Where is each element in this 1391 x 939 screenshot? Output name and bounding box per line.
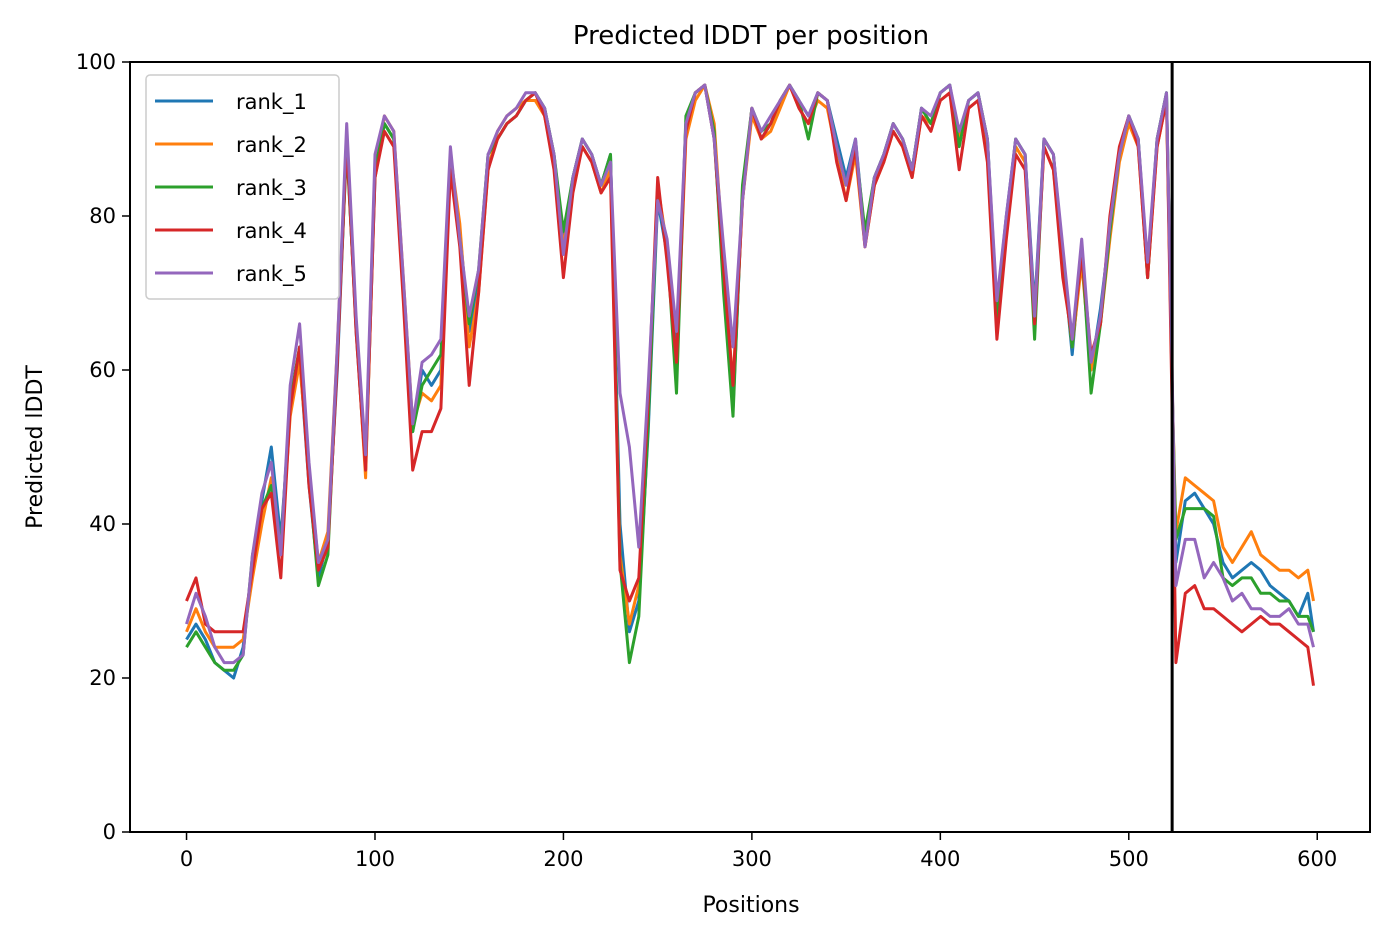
legend-box bbox=[145, 74, 340, 300]
legend-label-rank_1: rank_1 bbox=[236, 90, 307, 115]
y-axis-label: Predicted lDDT bbox=[23, 365, 48, 529]
axes-frame bbox=[129, 61, 1371, 833]
y-tick-label: 40 bbox=[89, 512, 116, 536]
x-axis: 0 100 200 300 400 500 600 bbox=[180, 832, 1337, 871]
y-tick-label: 0 bbox=[103, 820, 116, 844]
legend-label-rank_4: rank_4 bbox=[236, 219, 307, 244]
legend: rank_1 rank_2 rank_3 rank_4 rank_5 bbox=[145, 74, 340, 300]
y-axis: 0 20 40 60 80 100 bbox=[76, 50, 130, 844]
x-tick-label: 500 bbox=[1109, 847, 1149, 871]
series-line-rank_3 bbox=[185, 83, 1315, 672]
x-tick-label: 300 bbox=[732, 847, 772, 871]
plot-area bbox=[129, 61, 1371, 833]
y-tick-label: 100 bbox=[76, 50, 116, 74]
legend-items: rank_1 rank_2 rank_3 rank_4 rank_5 bbox=[155, 90, 307, 287]
x-tick-label: 100 bbox=[355, 847, 395, 871]
series-lines bbox=[185, 83, 1315, 686]
legend-label-rank_3: rank_3 bbox=[236, 176, 307, 201]
y-tick-label: 60 bbox=[89, 358, 116, 382]
series-line-rank_1 bbox=[185, 83, 1315, 680]
series-line-rank_4 bbox=[185, 83, 1315, 686]
chart-title: Predicted lDDT per position bbox=[573, 21, 929, 51]
y-tick-label: 20 bbox=[89, 666, 116, 690]
series-line-rank_2 bbox=[185, 83, 1315, 649]
legend-label-rank_2: rank_2 bbox=[236, 133, 307, 158]
x-tick-label: 200 bbox=[543, 847, 583, 871]
legend-label-rank_5: rank_5 bbox=[236, 262, 307, 287]
series-line-rank_5 bbox=[185, 83, 1315, 665]
x-tick-label: 400 bbox=[920, 847, 960, 871]
x-tick-label: 0 bbox=[180, 847, 193, 871]
x-tick-label: 600 bbox=[1297, 847, 1337, 871]
x-axis-label: Positions bbox=[702, 893, 799, 918]
y-tick-label: 80 bbox=[89, 204, 116, 228]
